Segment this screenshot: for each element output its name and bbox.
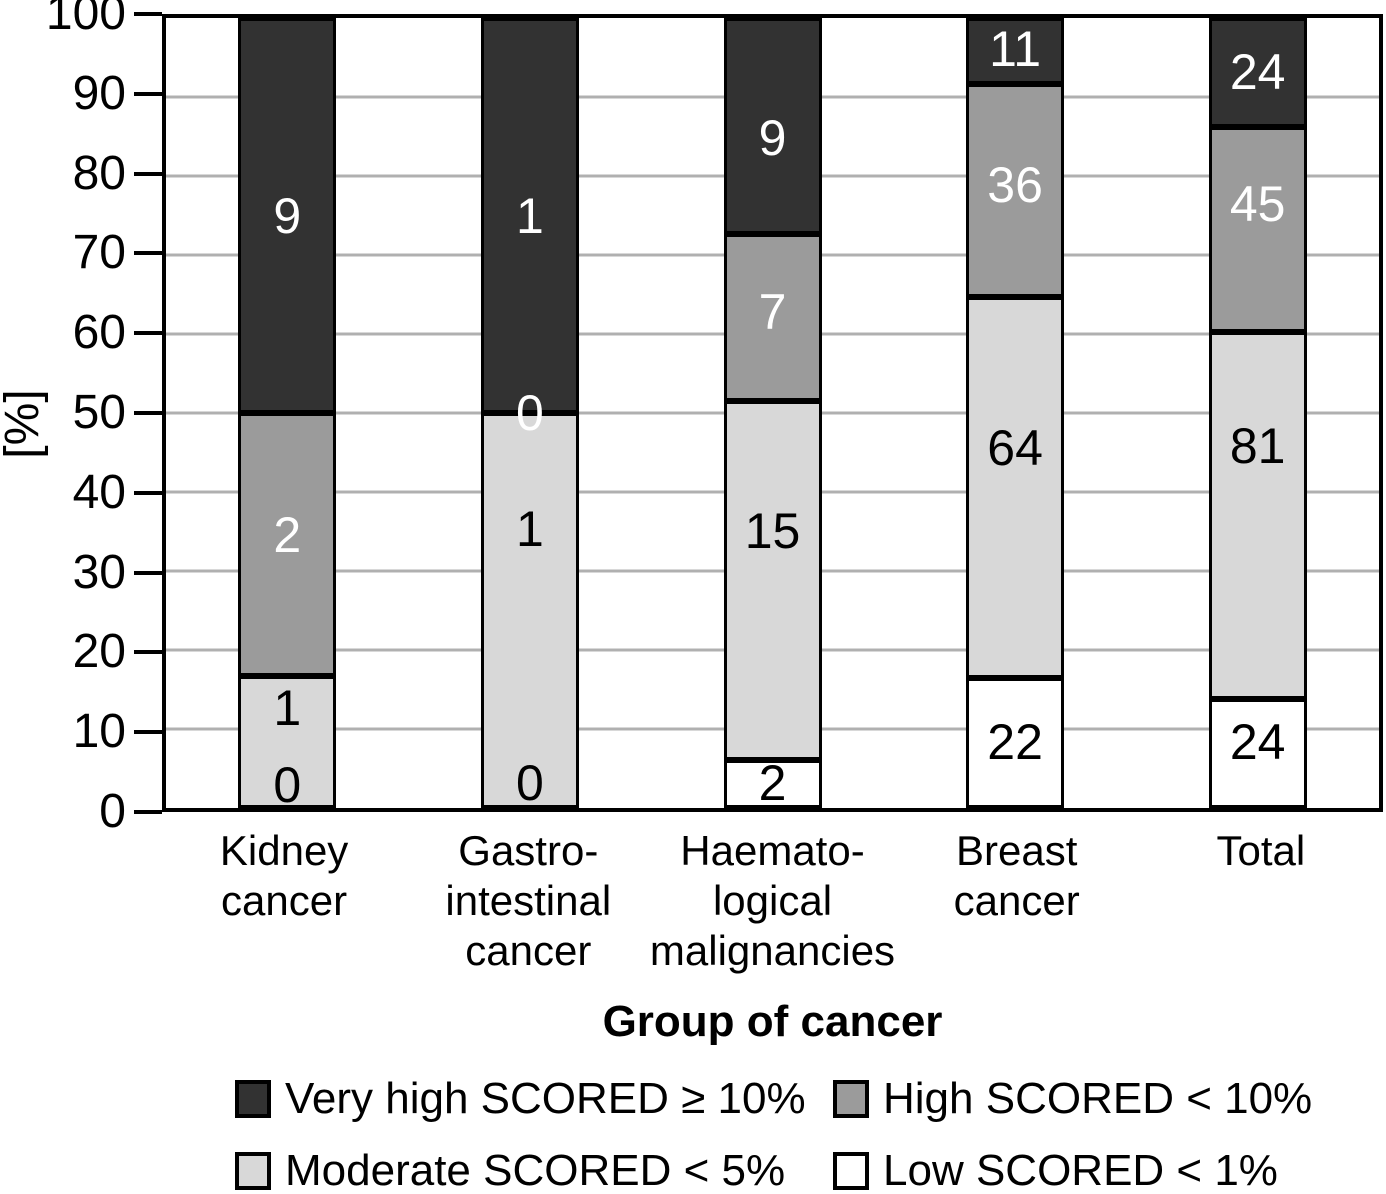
bar-value-label: 1 xyxy=(273,679,302,736)
bar-segment-high xyxy=(238,413,337,677)
y-tick xyxy=(134,730,162,735)
x-category-label: Gastro-intestinal cancer xyxy=(445,826,611,976)
legend-item-low: Low SCORED < 1% xyxy=(833,1148,1278,1194)
legend-label: High SCORED < 10% xyxy=(883,1074,1313,1123)
x-category-label-line: Haemato- xyxy=(680,827,865,874)
x-category-label: Kidney cancer xyxy=(220,826,348,926)
legend-label: Very high SCORED ≥ 10% xyxy=(285,1074,806,1123)
bar-segment-high xyxy=(723,233,822,402)
y-tick xyxy=(134,490,162,495)
bar-segment-moderate xyxy=(480,413,579,808)
y-tick xyxy=(134,171,162,176)
bar-value-label: 64 xyxy=(987,419,1043,476)
bar-value-label: 81 xyxy=(1229,418,1286,475)
legend-item-moderate: Moderate SCORED < 5% xyxy=(235,1148,785,1194)
bar: 9 2 1 0 xyxy=(238,18,337,814)
y-tick xyxy=(134,91,162,96)
bar-value-label: 11 xyxy=(989,20,1042,77)
x-category-label-line: malignancies xyxy=(649,927,896,974)
y-tick xyxy=(134,810,162,814)
bar-value-label: 1 xyxy=(515,501,544,558)
x-category-label-line: logical xyxy=(712,877,833,924)
y-tick xyxy=(134,12,162,16)
y-tick xyxy=(134,411,162,415)
bar-segment-low xyxy=(723,759,822,808)
bar-segment-very_high xyxy=(966,18,1065,84)
legend-item-very_high: Very high SCORED ≥ 10% xyxy=(235,1076,806,1122)
bar-segment-very_high xyxy=(238,18,337,413)
bar-segment-moderate xyxy=(966,296,1065,678)
legend-label: Low SCORED < 1% xyxy=(883,1146,1278,1194)
y-tick-label: 70 xyxy=(72,226,126,280)
bar-value-label: 36 xyxy=(987,156,1043,213)
x-category-label: Haemato-logical malignancies xyxy=(650,826,895,976)
y-tick xyxy=(134,251,162,256)
bar-segment-very_high xyxy=(480,18,579,413)
x-category-label-line: Kidney xyxy=(219,827,349,874)
bar-value-label: 1 xyxy=(515,187,544,244)
legend-label: Moderate SCORED < 5% xyxy=(285,1146,786,1194)
y-tick-label: 100 xyxy=(45,0,126,40)
y-axis-tick-labels: 0 10 20 30 40 50 60 70 80 90 100 xyxy=(0,0,126,836)
bar-value-label: 7 xyxy=(758,283,787,340)
bar-value-label: 22 xyxy=(987,714,1043,771)
bar: 9 7 15 2 xyxy=(723,18,822,811)
bar-value-label: 15 xyxy=(744,502,801,559)
x-category-label: Breast cancer xyxy=(954,826,1080,926)
bar-value-label: 45 xyxy=(1229,176,1286,233)
bar-value-label: 9 xyxy=(758,110,787,167)
bar-value-label: 2 xyxy=(758,754,787,811)
y-tick-label: 10 xyxy=(72,705,126,759)
legend-swatch-moderate xyxy=(235,1152,271,1190)
bar-segment-low xyxy=(966,677,1065,808)
bar-segment-high xyxy=(1208,127,1307,332)
y-tick xyxy=(134,650,162,655)
bar: 24 45 81 24 xyxy=(1208,18,1307,808)
bar-segment-very_high xyxy=(723,18,822,234)
legend-item-high: High SCORED < 10% xyxy=(833,1076,1312,1122)
x-category-label-line: cancer xyxy=(221,877,348,924)
x-category-label-line: Total xyxy=(1216,827,1306,874)
bar: 1 0 1 0 xyxy=(480,18,579,811)
y-tick-label: 80 xyxy=(72,146,126,200)
bar-value-label: 2 xyxy=(273,507,302,564)
legend-swatch-very_high xyxy=(235,1080,271,1118)
x-category-label-line: cancer xyxy=(465,927,592,974)
bar-value-label: 0 xyxy=(273,757,302,814)
y-tick-label: 50 xyxy=(72,386,126,439)
bar-value-label: 0 xyxy=(515,754,544,811)
bar: 11 36 64 22 xyxy=(966,18,1065,808)
bar-value-label: 24 xyxy=(1229,714,1286,771)
bar-segment-very_high xyxy=(1208,18,1307,128)
y-axis-ticks xyxy=(134,12,162,814)
y-tick-label: 30 xyxy=(72,545,126,599)
plot-area: 9 2 1 0 1 0 1 0 9 7 15 2 11 36 64 22 24 45 81 24 xyxy=(162,14,1383,812)
y-tick-label: 90 xyxy=(72,66,126,120)
y-tick xyxy=(134,331,162,336)
bar-segment-moderate xyxy=(238,676,337,808)
bar-segment-moderate xyxy=(723,401,822,760)
x-category-label-line: intestinal xyxy=(445,877,612,924)
y-tick-label: 0 xyxy=(99,785,126,838)
legend-swatch-high xyxy=(833,1080,869,1118)
bar-value-label: 0 xyxy=(515,385,544,441)
bar-segment-high xyxy=(966,83,1065,297)
x-category-label-line: cancer xyxy=(953,877,1080,924)
y-tick-label: 40 xyxy=(72,465,126,519)
x-category-label-line: Breast xyxy=(955,827,1078,874)
y-tick xyxy=(134,570,162,575)
bar-segment-moderate xyxy=(1208,331,1307,699)
x-category-label-line: Gastro- xyxy=(458,827,599,874)
legend-swatch-low xyxy=(833,1152,869,1190)
x-category-label: Total xyxy=(1217,826,1306,876)
bar-segment-low xyxy=(1208,698,1307,808)
y-tick-label: 20 xyxy=(72,625,126,679)
bar-value-label: 9 xyxy=(273,187,302,244)
y-tick-label: 60 xyxy=(72,306,126,360)
x-axis-title: Group of cancer xyxy=(602,997,943,1046)
bar-value-label: 24 xyxy=(1229,43,1286,100)
